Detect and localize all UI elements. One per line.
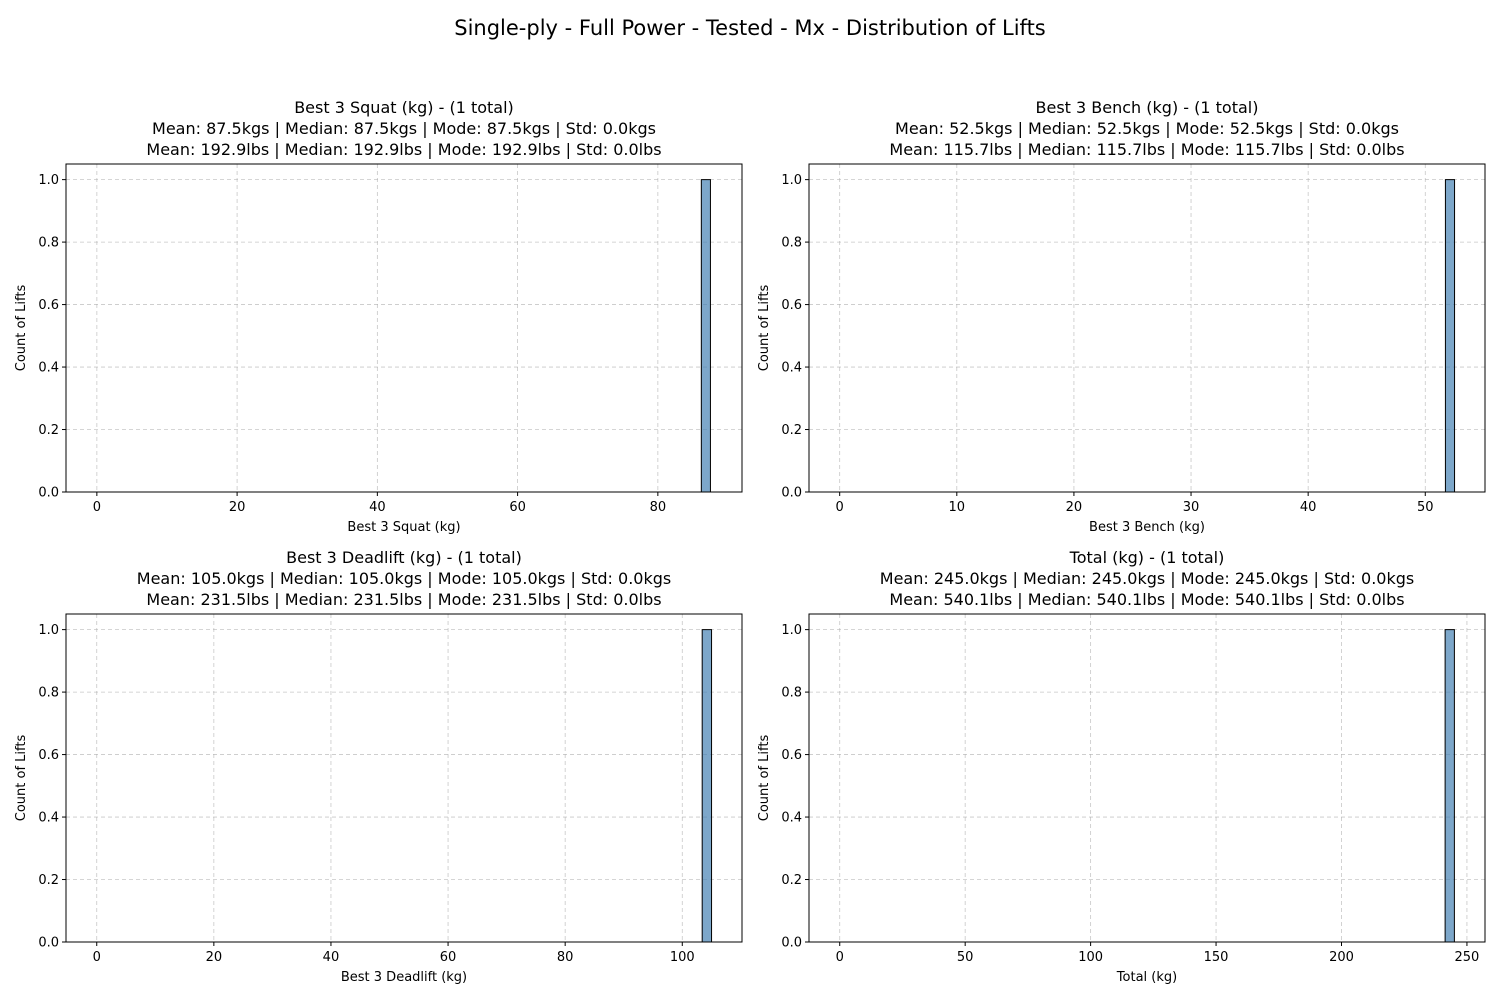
y-tick-label-total-4: 0.8	[781, 686, 802, 701]
y-tick-label-total-2: 0.4	[781, 811, 802, 826]
x-tick-label-deadlift-3: 60	[440, 950, 457, 965]
x-tick-label-bench-1: 10	[949, 500, 966, 515]
panel-title-total: Total (kg) - (1 total) Mean: 245.0kgs | …	[809, 547, 1485, 610]
y-tick-label-squat-4: 0.8	[38, 236, 59, 251]
x-tick-label-deadlift-4: 80	[557, 950, 574, 965]
x-tick-label-total-1: 50	[957, 950, 974, 965]
panel-title-squat-line-1: Best 3 Squat (kg) - (1 total)	[294, 98, 514, 117]
y-tick-label-bench-5: 1.0	[781, 173, 802, 188]
x-tick-label-squat-3: 60	[509, 500, 526, 515]
y-axis-label-total: Count of Lifts	[757, 735, 772, 822]
x-tick-label-bench-3: 30	[1183, 500, 1200, 515]
y-tick-label-total-3: 0.6	[781, 748, 802, 763]
x-axis-label-bench: Best 3 Bench (kg)	[1089, 520, 1205, 535]
x-tick-label-bench-0: 0	[836, 500, 844, 515]
y-tick-label-squat-3: 0.6	[38, 298, 59, 313]
y-tick-label-squat-2: 0.4	[38, 361, 59, 376]
x-tick-label-total-0: 0	[836, 950, 844, 965]
y-axis-label-deadlift: Count of Lifts	[14, 735, 29, 822]
panel-title-deadlift-line-2: Mean: 105.0kgs | Median: 105.0kgs | Mode…	[136, 569, 672, 588]
x-tick-label-squat-2: 40	[369, 500, 386, 515]
panel-title-bench-line-3: Mean: 115.7lbs | Median: 115.7lbs | Mode…	[889, 140, 1405, 159]
panel-title-total-line-1: Total (kg) - (1 total)	[1069, 548, 1225, 567]
x-tick-label-deadlift-2: 40	[323, 950, 340, 965]
x-tick-label-squat-1: 20	[229, 500, 246, 515]
panel-title-bench-line-1: Best 3 Bench (kg) - (1 total)	[1035, 98, 1259, 117]
x-tick-label-total-3: 150	[1204, 950, 1229, 965]
x-tick-label-total-5: 250	[1455, 950, 1480, 965]
histogram-bar-total-0	[1444, 629, 1455, 943]
chart-panel-bench: 0 10 20 30 40 50 0.0 0.2 0.4 0.6 0.8 1.0 Best 3 Benc…	[757, 163, 1486, 535]
y-tick-label-deadlift-2: 0.4	[38, 811, 59, 826]
chart-panel-squat: 0 20 40 60 80 0.0 0.2 0.4 0.6 0.8 1.0 Best 3 Squat …	[14, 163, 743, 535]
y-tick-label-bench-4: 0.8	[781, 236, 802, 251]
axes-frame-squat	[65, 163, 743, 493]
y-tick-label-deadlift-0: 0.0	[38, 936, 59, 951]
y-tick-label-deadlift-4: 0.8	[38, 686, 59, 701]
y-tick-label-bench-0: 0.0	[781, 486, 802, 501]
x-tick-label-total-2: 100	[1078, 950, 1103, 965]
x-tick-label-bench-4: 40	[1300, 500, 1317, 515]
x-tick-label-bench-5: 50	[1417, 500, 1434, 515]
x-tick-label-bench-2: 20	[1066, 500, 1083, 515]
x-axis-label-deadlift: Best 3 Deadlift (kg)	[341, 970, 467, 985]
y-tick-label-deadlift-1: 0.2	[38, 873, 59, 888]
x-tick-label-squat-0: 0	[93, 500, 101, 515]
y-tick-label-deadlift-5: 1.0	[38, 623, 59, 638]
axes-frame-total	[808, 613, 1486, 943]
x-axis-label-total: Total (kg)	[1116, 970, 1177, 985]
y-axis-label-squat: Count of Lifts	[14, 285, 29, 372]
y-tick-label-deadlift-3: 0.6	[38, 748, 59, 763]
y-axis-label-bench: Count of Lifts	[757, 285, 772, 372]
y-tick-label-total-5: 1.0	[781, 623, 802, 638]
x-tick-label-squat-4: 80	[650, 500, 667, 515]
axes-frame-deadlift	[65, 613, 743, 943]
x-tick-label-total-4: 200	[1329, 950, 1354, 965]
panel-title-bench: Best 3 Bench (kg) - (1 total) Mean: 52.5…	[809, 97, 1485, 160]
axes-frame-bench	[808, 163, 1486, 493]
chart-panel-total: 0 50 100 150 200 250 0.0 0.2 0.4 0.6 0.8 1.0 Total (…	[757, 613, 1486, 985]
histogram-bar-deadlift-0	[701, 629, 713, 943]
x-tick-label-deadlift-1: 20	[206, 950, 223, 965]
x-tick-label-deadlift-5: 100	[670, 950, 695, 965]
y-tick-label-bench-2: 0.4	[781, 361, 802, 376]
y-tick-label-squat-1: 0.2	[38, 423, 59, 438]
panel-title-squat-line-2: Mean: 87.5kgs | Median: 87.5kgs | Mode: …	[152, 119, 656, 138]
y-tick-label-total-1: 0.2	[781, 873, 802, 888]
histogram-bar-squat-0	[700, 179, 711, 493]
y-tick-label-bench-1: 0.2	[781, 423, 802, 438]
panel-title-total-line-2: Mean: 245.0kgs | Median: 245.0kgs | Mode…	[879, 569, 1415, 588]
chart-panel-deadlift: 0 20 40 60 80 100 0.0 0.2 0.4 0.6 0.8 1.0 Best 3 Dea…	[14, 613, 743, 985]
x-tick-label-deadlift-0: 0	[93, 950, 101, 965]
panel-title-deadlift-line-3: Mean: 231.5lbs | Median: 231.5lbs | Mode…	[146, 590, 662, 609]
panel-title-squat: Best 3 Squat (kg) - (1 total) Mean: 87.5…	[66, 97, 742, 160]
panel-title-deadlift-line-1: Best 3 Deadlift (kg) - (1 total)	[286, 548, 522, 567]
panel-title-deadlift: Best 3 Deadlift (kg) - (1 total) Mean: 1…	[66, 547, 742, 610]
x-axis-label-squat: Best 3 Squat (kg)	[347, 520, 460, 535]
panel-title-bench-line-2: Mean: 52.5kgs | Median: 52.5kgs | Mode: …	[895, 119, 1399, 138]
y-tick-label-squat-5: 1.0	[38, 173, 59, 188]
figure-suptitle: Single-ply - Full Power - Tested - Mx - …	[454, 16, 1046, 40]
y-tick-label-bench-3: 0.6	[781, 298, 802, 313]
panel-title-total-line-3: Mean: 540.1lbs | Median: 540.1lbs | Mode…	[889, 590, 1405, 609]
histogram-bar-bench-0	[1444, 179, 1456, 493]
y-tick-label-total-0: 0.0	[781, 936, 802, 951]
panel-title-squat-line-3: Mean: 192.9lbs | Median: 192.9lbs | Mode…	[146, 140, 662, 159]
y-tick-label-squat-0: 0.0	[38, 486, 59, 501]
